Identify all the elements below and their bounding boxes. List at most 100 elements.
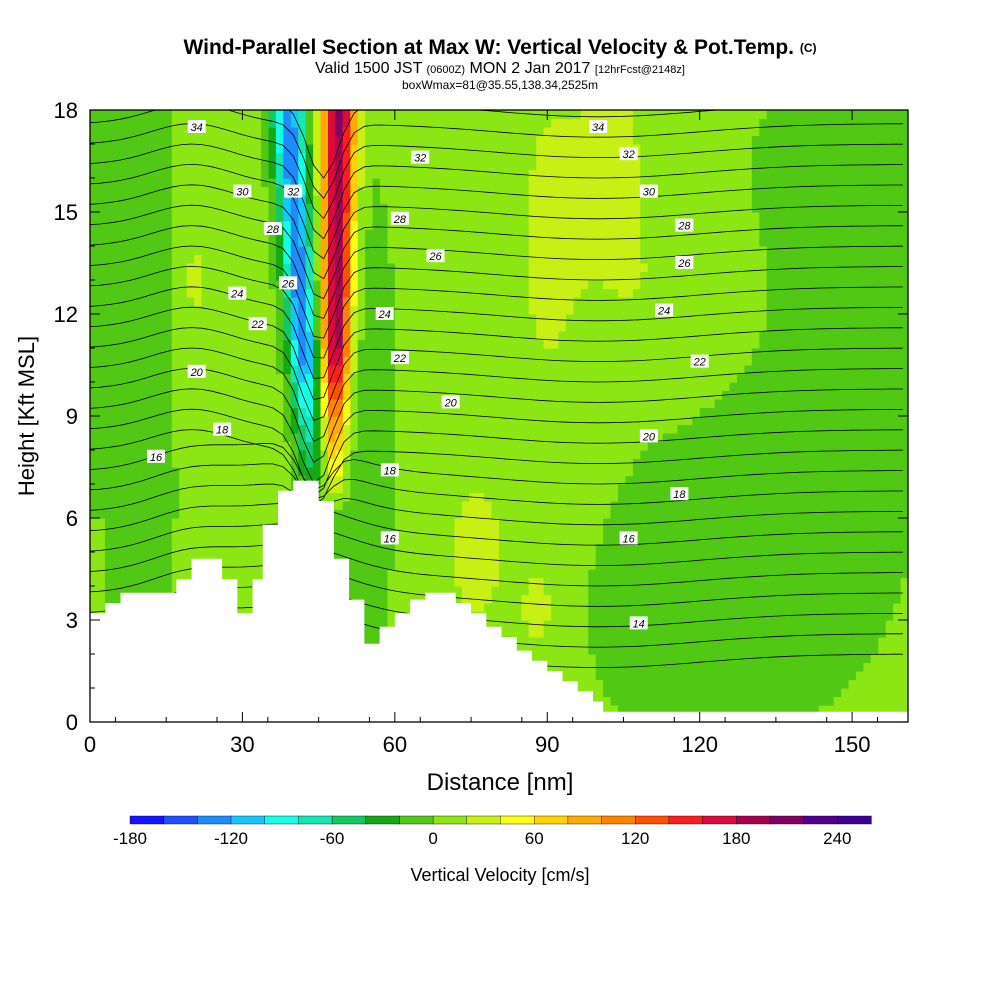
field-cell bbox=[677, 407, 686, 417]
field-cell bbox=[707, 662, 716, 672]
field-cell bbox=[684, 552, 693, 562]
field-cell bbox=[268, 424, 277, 434]
field-cell bbox=[900, 543, 908, 553]
field-cell bbox=[335, 433, 344, 443]
field-cell bbox=[625, 679, 634, 689]
field-cell bbox=[558, 365, 567, 375]
field-cell bbox=[655, 458, 664, 468]
field-cell bbox=[506, 492, 515, 502]
field-cell bbox=[714, 628, 723, 638]
field-cell bbox=[737, 560, 745, 570]
field-cell bbox=[625, 373, 634, 383]
field-cell bbox=[796, 594, 805, 604]
field-cell bbox=[863, 424, 872, 434]
field-cell bbox=[737, 475, 745, 485]
field-cell bbox=[632, 407, 641, 417]
field-cell bbox=[766, 399, 775, 409]
field-cell bbox=[818, 645, 827, 655]
field-cell bbox=[424, 441, 433, 451]
field-cell bbox=[268, 450, 277, 460]
field-cell bbox=[164, 424, 173, 434]
field-cell bbox=[424, 586, 433, 596]
field-cell bbox=[603, 407, 612, 417]
field-cell bbox=[826, 577, 835, 587]
field-cell bbox=[640, 662, 649, 672]
field-cell bbox=[803, 671, 812, 681]
field-cell bbox=[610, 433, 619, 443]
field-cell bbox=[588, 356, 597, 366]
field-cell bbox=[536, 560, 545, 570]
field-cell bbox=[365, 450, 374, 460]
field-cell bbox=[387, 390, 396, 400]
field-cell bbox=[603, 560, 612, 570]
field-cell bbox=[275, 407, 284, 417]
field-cell bbox=[432, 407, 441, 417]
field-cell bbox=[841, 535, 850, 545]
field-cell bbox=[893, 407, 902, 417]
field-cell bbox=[751, 577, 760, 587]
field-cell bbox=[647, 458, 656, 468]
field-cell bbox=[759, 552, 768, 562]
field-cell bbox=[647, 475, 656, 485]
field-cell bbox=[692, 645, 701, 655]
field-cell bbox=[796, 484, 805, 494]
field-cell bbox=[171, 399, 180, 409]
field-cell bbox=[565, 475, 574, 485]
field-cell bbox=[112, 594, 121, 604]
field-cell bbox=[855, 441, 864, 451]
field-cell bbox=[588, 628, 597, 638]
field-cell bbox=[662, 484, 671, 494]
field-cell bbox=[565, 654, 574, 664]
field-cell bbox=[707, 433, 716, 443]
field-cell bbox=[751, 433, 760, 443]
field-cell bbox=[744, 467, 753, 477]
field-cell bbox=[394, 475, 403, 485]
field-cell bbox=[328, 365, 336, 375]
field-cell bbox=[469, 339, 478, 349]
field-cell bbox=[580, 603, 589, 613]
field-cell bbox=[268, 492, 277, 502]
field-cell bbox=[855, 535, 864, 545]
field-cell bbox=[536, 535, 545, 545]
field-cell bbox=[409, 535, 418, 545]
field-cell bbox=[268, 484, 277, 494]
field-cell bbox=[744, 518, 753, 528]
field-cell bbox=[171, 348, 180, 358]
field-cell bbox=[692, 594, 701, 604]
field-cell bbox=[774, 518, 783, 528]
field-cell bbox=[380, 373, 388, 383]
field-cell bbox=[855, 603, 864, 613]
field-cell bbox=[342, 365, 351, 375]
field-cell bbox=[246, 569, 255, 579]
field-cell bbox=[714, 390, 723, 400]
field-cell bbox=[104, 348, 113, 358]
field-cell bbox=[647, 560, 656, 570]
field-cell bbox=[97, 467, 106, 477]
field-cell bbox=[275, 450, 284, 460]
field-cell bbox=[573, 399, 582, 409]
field-cell bbox=[692, 620, 701, 630]
field-cell bbox=[156, 492, 165, 502]
field-cell bbox=[625, 501, 634, 511]
field-cell bbox=[722, 501, 731, 511]
field-cell bbox=[796, 390, 805, 400]
field-cell bbox=[603, 450, 612, 460]
field-cell bbox=[870, 577, 879, 587]
field-cell bbox=[536, 552, 545, 562]
field-cell bbox=[781, 348, 790, 358]
field-cell bbox=[119, 467, 128, 477]
field-cell bbox=[275, 339, 284, 349]
field-cell bbox=[841, 399, 850, 409]
field-cell bbox=[729, 373, 738, 383]
field-cell bbox=[231, 475, 240, 485]
field-cell bbox=[142, 356, 151, 366]
field-cell bbox=[893, 696, 902, 706]
field-cell bbox=[409, 492, 418, 502]
field-cell bbox=[722, 450, 731, 460]
field-cell bbox=[194, 492, 203, 502]
field-cell bbox=[350, 586, 359, 596]
field-cell bbox=[134, 552, 143, 562]
field-cell bbox=[677, 433, 686, 443]
field-cell bbox=[209, 509, 217, 519]
field-cell bbox=[350, 399, 359, 409]
